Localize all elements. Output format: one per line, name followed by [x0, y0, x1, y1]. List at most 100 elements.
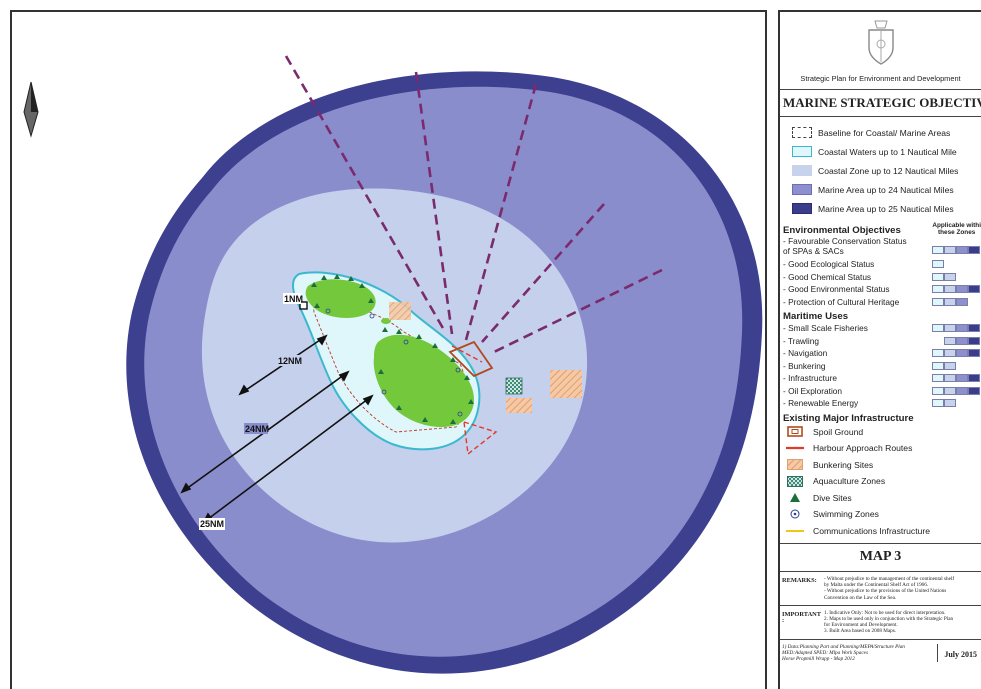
env-objective-label: - Good Ecological Status: [783, 259, 875, 269]
applicability-bars: [932, 374, 980, 382]
infrastructure-label: Dive Sites: [813, 492, 852, 503]
applicability-bar: [932, 324, 944, 332]
important-text: 1. Indicative Only: Not to be used for d…: [824, 610, 953, 635]
zone-swatch: [792, 165, 812, 176]
applicability-bar: [944, 349, 956, 357]
spoil-ground-icon: [786, 426, 804, 438]
applicability-bar: [956, 349, 968, 357]
label-25nm-bg: [199, 518, 225, 530]
malta-island: [373, 334, 474, 428]
map-date: July 2015: [937, 643, 979, 663]
maritime-use-item: - Trawling: [780, 335, 981, 348]
applicability-bars: [932, 246, 980, 254]
map-title: MAP 3: [780, 543, 981, 572]
maritime-use-item: - Navigation: [780, 347, 981, 360]
zone-swatch: [792, 146, 812, 157]
north-arrow-icon: [23, 81, 39, 138]
harbour-route-icon: [786, 442, 804, 454]
important-line: 2. Maps to be used only in conjunction w…: [824, 616, 954, 623]
applicability-bar: [932, 361, 944, 370]
applicability-bar: [944, 297, 956, 306]
infrastructure-label: Communications Infrastructure: [813, 525, 931, 536]
applicability-bar: [932, 272, 944, 281]
government-emblem-icon: [780, 12, 981, 72]
important-row: IMPORTANT : 1. Indicative Only: Not to b…: [780, 606, 981, 640]
maritime-use-label: - Renewable Energy: [783, 398, 859, 408]
env-objective-label: of SPAs & SACs: [783, 246, 844, 256]
infrastructure-item: Bunkering Sites: [780, 457, 981, 474]
infrastructure-list: Spoil Ground Harbour Approach Routes Bunke…: [780, 424, 981, 540]
remarks-line: - Without prejudice to the management of…: [824, 576, 955, 582]
map-panel[interactable]: 1NM 12NM 24NM 25NM: [10, 10, 767, 689]
sources-line: MED:Adapted SPED: Mlpa Work Spaces: [782, 649, 868, 656]
maritime-use-label: - Trawling: [783, 335, 819, 346]
aquaculture-zone: [505, 377, 523, 395]
applicability-bars: [932, 260, 944, 268]
important-line: 3. Built Area based on 2008 Maps.: [824, 628, 897, 635]
env-objectives-header: Environmental Objectives Applicable with…: [780, 222, 981, 236]
applicability-bar: [956, 336, 968, 345]
harbour-approach-routes: [451, 345, 498, 456]
applicability-bar: [944, 324, 956, 332]
aquaculture-zone-icon: [786, 475, 804, 487]
infrastructure-label: Aquaculture Zones: [813, 476, 886, 487]
label-24nm-bg: [244, 423, 268, 434]
infrastructure-item: Communications Infrastructure: [780, 523, 981, 540]
marine-zone-map[interactable]: 1NM 12NM 24NM 25NM: [12, 12, 765, 689]
infrastructure-item: Aquaculture Zones: [780, 473, 981, 490]
infrastructure-label: Swimming Zones: [813, 509, 879, 520]
label-12nm: 12NM: [278, 356, 302, 366]
maritime-use-label: - Bunkering: [783, 360, 826, 371]
bunkering-site-icon: [786, 459, 804, 471]
remarks-line: Convention on the Law of the Sea.: [824, 594, 897, 601]
applicability-bar: [944, 336, 956, 345]
zone-legend-item: Marine Area up to 24 Nautical Miles: [792, 180, 981, 199]
gozo-island: [305, 279, 376, 318]
applicability-bar: [944, 361, 956, 370]
applicability-bars: [932, 285, 980, 293]
important-label: IMPORTANT :: [782, 610, 821, 625]
infrastructure-label: Harbour Approach Routes: [813, 443, 913, 454]
env-objective-item: - Favourable Conservation Status of SPAs…: [780, 236, 981, 258]
maritime-use-item: - Small Scale Fisheries: [780, 322, 981, 335]
maritime-uses-title: Maritime Uses: [783, 311, 849, 322]
applicability-bar: [956, 386, 968, 395]
important-line: 1. Indicative Only: Not to be used for d…: [824, 609, 946, 616]
objectives-title: MARINE STRATEGIC OBJECTIVES: [780, 90, 981, 117]
applicability-bar: [968, 336, 980, 345]
applicability-bar: [968, 324, 980, 332]
applicability-bar: [956, 246, 968, 254]
infrastructure-title: Existing Major Infrastructure: [783, 412, 914, 424]
label-1nm: 1NM: [284, 294, 303, 304]
applicability-bar: [956, 297, 968, 306]
applicability-bar: [944, 399, 956, 407]
zone-legend-item: Baseline for Coastal/ Marine Areas: [792, 123, 981, 142]
applicability-bar: [956, 374, 968, 382]
zone-label: Marine Area up to 25 Nautical Miles: [818, 203, 954, 214]
zone-legend: Baseline for Coastal/ Marine Areas Coasta…: [780, 117, 981, 218]
infrastructure-item: Swimming Zones: [780, 506, 981, 523]
applicable-zones-label: Applicable withi these Zones: [932, 222, 981, 236]
swimming-zone-markers: [325, 308, 463, 417]
applicability-bar: [968, 349, 980, 357]
env-objectives-list: - Favourable Conservation Status of SPAs…: [780, 236, 981, 308]
remarks-row: REMARKS: - Without prejudice to the mana…: [780, 572, 981, 606]
bunkering-site-east: [550, 370, 582, 398]
remarks-line: by Malta under the Continental Shelf Act…: [824, 582, 929, 589]
applicability-bar: [932, 336, 944, 345]
infrastructure-item: Harbour Approach Routes: [780, 440, 981, 457]
label-12nm-bg: [277, 355, 301, 366]
env-objective-label: - Protection of Cultural Heritage: [783, 296, 900, 307]
applicability-bar: [944, 272, 956, 281]
applicability-bars: [932, 386, 980, 395]
zone-swatch: [792, 127, 812, 138]
applicability-bar: [968, 285, 980, 293]
zone-label: Coastal Waters up to 1 Nautical Mile: [818, 146, 957, 157]
applicability-bar: [944, 374, 956, 382]
applicability-bar: [932, 246, 944, 254]
maritime-use-label: - Small Scale Fisheries: [783, 323, 868, 333]
env-objective-label: - Favourable Conservation Status: [783, 236, 907, 246]
dive-site-icon: [786, 492, 804, 504]
maritime-use-label: - Navigation: [783, 348, 828, 358]
applicability-bar: [968, 386, 980, 395]
